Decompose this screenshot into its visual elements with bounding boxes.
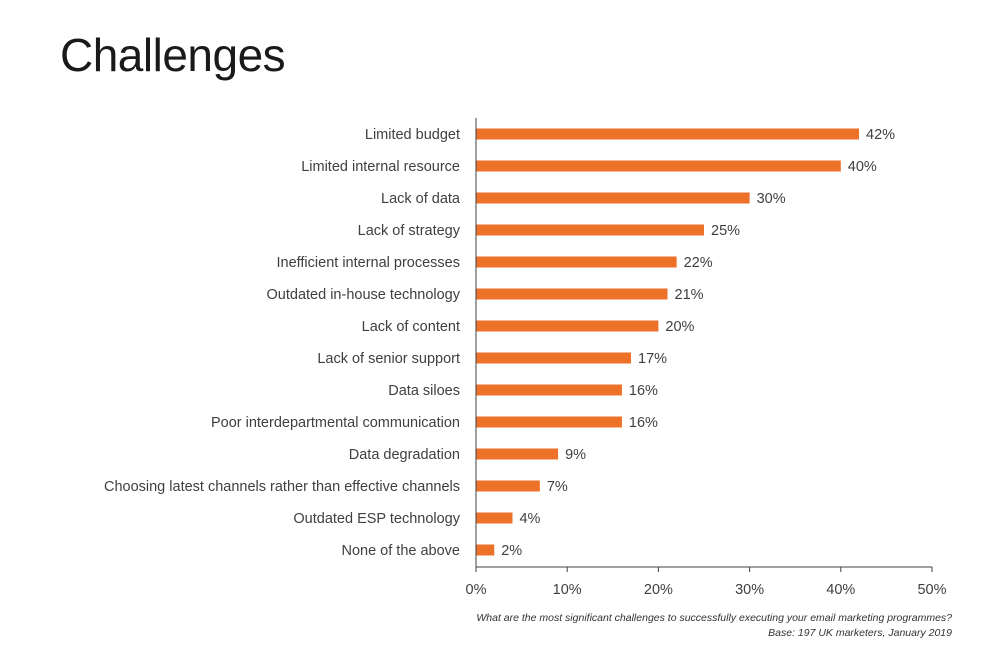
value-labels: 42% 40% 30% 25% 22% 21% 20% 17% 16% 16% 9% 7% 4% 2% <box>501 127 895 559</box>
value-label: 21% <box>675 287 704 303</box>
category-label: Lack of content <box>362 319 460 335</box>
value-label: 16% <box>629 383 658 399</box>
category-label: Limited internal resource <box>301 159 460 175</box>
x-tick-label: 30% <box>735 582 764 598</box>
value-label: 4% <box>519 511 540 527</box>
value-label: 16% <box>629 415 658 431</box>
value-label: 17% <box>638 351 667 367</box>
category-label: Poor interdepartmental communication <box>211 415 460 431</box>
bar <box>476 512 513 524</box>
value-label: 42% <box>866 127 895 143</box>
bar <box>476 416 622 428</box>
category-label: Lack of senior support <box>317 351 460 367</box>
bar <box>476 160 841 172</box>
category-label: Choosing latest channels rather than eff… <box>104 479 460 495</box>
category-label: Outdated ESP technology <box>293 511 460 527</box>
bar <box>476 128 860 140</box>
bars <box>476 128 860 556</box>
x-tick-label: 10% <box>553 582 582 598</box>
value-label: 20% <box>665 319 694 335</box>
category-label: Data degradation <box>349 447 460 463</box>
value-label: 25% <box>711 223 740 239</box>
bar <box>476 448 559 460</box>
bar <box>476 224 704 236</box>
category-label: None of the above <box>341 543 460 559</box>
x-tick-label: 40% <box>826 582 855 598</box>
x-tick-label: 50% <box>917 582 946 598</box>
bar <box>476 192 750 204</box>
bar-chart: Limited budget Limited internal resource L… <box>104 118 947 598</box>
bar <box>476 288 668 300</box>
value-label: 9% <box>565 447 586 463</box>
value-label: 7% <box>547 479 568 495</box>
category-label: Lack of data <box>381 191 461 207</box>
value-label: 40% <box>848 159 877 175</box>
value-label: 22% <box>684 255 713 271</box>
category-label: Data siloes <box>388 383 460 399</box>
bar <box>476 320 659 332</box>
bar <box>476 352 632 364</box>
footnote-question: What are the most significant challenges… <box>476 612 952 624</box>
page-title: Challenges <box>60 29 286 81</box>
category-labels: Limited budget Limited internal resource L… <box>104 127 461 559</box>
bar <box>476 544 495 556</box>
bar <box>476 256 677 268</box>
category-label: Outdated in-house technology <box>267 287 461 303</box>
bar <box>476 480 540 492</box>
footnote-base: Base: 197 UK marketers, January 2019 <box>768 627 952 639</box>
value-label: 30% <box>757 191 786 207</box>
bar <box>476 384 622 396</box>
value-label: 2% <box>501 543 522 559</box>
category-label: Limited budget <box>365 127 460 143</box>
x-axis-ticks: 0% 10% 20% 30% 40% 50% <box>466 567 947 598</box>
category-label: Inefficient internal processes <box>276 255 460 271</box>
category-label: Lack of strategy <box>358 223 461 239</box>
x-tick-label: 20% <box>644 582 673 598</box>
x-tick-label: 0% <box>466 582 487 598</box>
